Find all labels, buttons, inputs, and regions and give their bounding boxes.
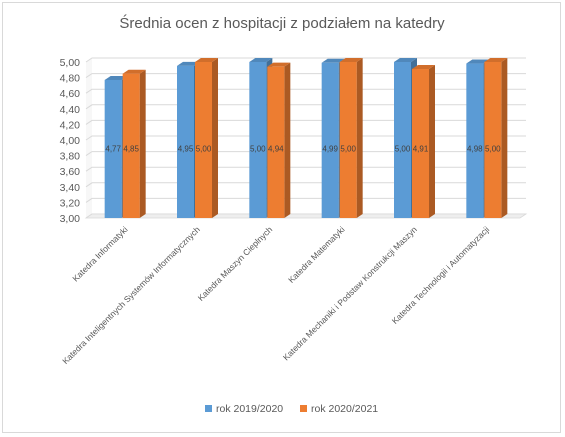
data-label: 4,95 [178,145,194,154]
data-label: 5,00 [340,145,356,154]
bar-2020-2021: 5,00 [484,58,508,218]
y-tick-label: 5,00 [60,57,81,69]
bar-2020-2021: 4,85 [122,69,146,218]
bar-top [484,58,508,62]
bar-2020-2021: 5,00 [339,58,363,218]
gridline [85,135,526,141]
bar-front [104,79,122,218]
gridline [85,197,526,203]
y-tick-label: 3,80 [60,151,81,163]
bar-top [177,61,200,66]
x-tick-label: Katedra Inteligentnych Systemów Informat… [60,224,202,366]
bar-top [466,59,490,64]
chart-title: Średnia ocen z hospitacji z podziałem na… [119,14,445,32]
bar-front [466,63,484,219]
bars: 4,77 4,85 4,95 5,00 5,00 4,94 4,99 5,00 5,00 4,91… [104,58,508,219]
y-axis: 3,00 3,20 3,40 3,60 3,80 4,00 4,20 4,40 4,60 4,80… [60,57,81,225]
y-tick-label: 4,00 [60,135,81,147]
bar-side [139,69,146,218]
bar-front [484,62,502,218]
x-tick-label: Katedra Mechaniki i Podstaw Konstrukcji … [281,224,419,362]
bar-top [412,65,435,70]
data-label: 4,98 [467,145,483,154]
bar-top [339,58,363,62]
bar-side [429,65,435,219]
bar-top [249,58,273,62]
data-label: 5,00 [196,145,212,154]
data-label: 4,94 [268,145,284,154]
data-label: 4,99 [322,145,338,154]
gridlines [84,57,528,219]
bar-top [195,58,218,62]
bar-front [394,62,411,218]
data-label: 4,77 [105,145,121,154]
bar-2020-2021: 4,94 [267,62,291,219]
y-tick-label: 3,00 [60,213,81,225]
data-label: 4,91 [413,145,429,154]
bar-2020-2021: 5,00 [195,58,218,218]
y-tick-label: 4,40 [60,104,81,116]
legend-swatch [300,405,307,412]
bar-front [122,73,140,218]
bar-front [412,69,429,219]
data-label: 4,85 [123,145,139,154]
y-tick-label: 3,60 [60,166,81,178]
gridline [85,57,526,63]
bar-side [212,58,218,218]
gridline [85,151,526,157]
bar-top [267,62,291,67]
bar-top [104,75,128,80]
bar-top [321,58,345,63]
y-tick-label: 4,80 [60,73,81,85]
gridline [85,104,526,110]
y-tick-label: 4,60 [60,88,81,100]
floor [84,213,528,219]
bar-top [394,58,417,62]
bar-2020-2021: 4,91 [412,65,435,219]
y-tick-label: 3,40 [60,182,81,194]
gridline [85,119,526,125]
bar-front [249,62,267,218]
bar-front [195,62,212,218]
bar-front [321,62,339,218]
gridline [85,73,526,79]
gridline [85,88,526,94]
bar-front [177,65,194,219]
legend: rok 2019/2020 rok 2020/2021 [205,403,378,415]
x-tick-label: Katedra Informatyki [70,224,129,283]
data-label: 5,00 [250,145,266,154]
bar-top [122,69,146,74]
y-tick-label: 3,20 [60,197,81,209]
x-tick-label: Katedra Maszyn Cieplnych [196,224,275,303]
bar-front [339,62,357,218]
gridline [85,182,526,188]
x-tick-label: Katedra Matematyki [286,224,347,285]
bar-side [356,58,363,218]
y-tick-label: 4,20 [60,119,81,131]
legend-label: rok 2020/2021 [311,403,378,415]
data-label: 5,00 [485,145,501,154]
bar-front [267,66,285,219]
gridline [85,166,526,172]
legend-swatch [205,405,212,412]
bar-side [284,62,291,219]
data-label: 5,00 [395,145,411,154]
legend-label: rok 2019/2020 [216,403,283,415]
bar-side [501,58,508,218]
